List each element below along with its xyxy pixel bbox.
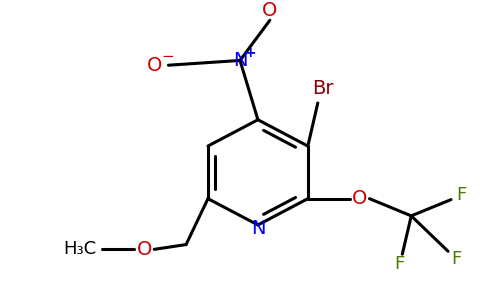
Text: N: N (251, 219, 265, 238)
Text: N: N (233, 51, 247, 70)
Text: +: + (244, 46, 256, 60)
Text: −: − (161, 49, 174, 64)
Text: O: O (262, 1, 277, 20)
Text: H₃C: H₃C (63, 240, 96, 258)
Text: O: O (352, 189, 367, 208)
Text: F: F (394, 255, 405, 273)
Text: Br: Br (312, 79, 333, 98)
Text: O: O (136, 240, 152, 259)
Text: F: F (456, 186, 466, 204)
Text: F: F (451, 250, 461, 268)
Text: O: O (147, 56, 162, 75)
